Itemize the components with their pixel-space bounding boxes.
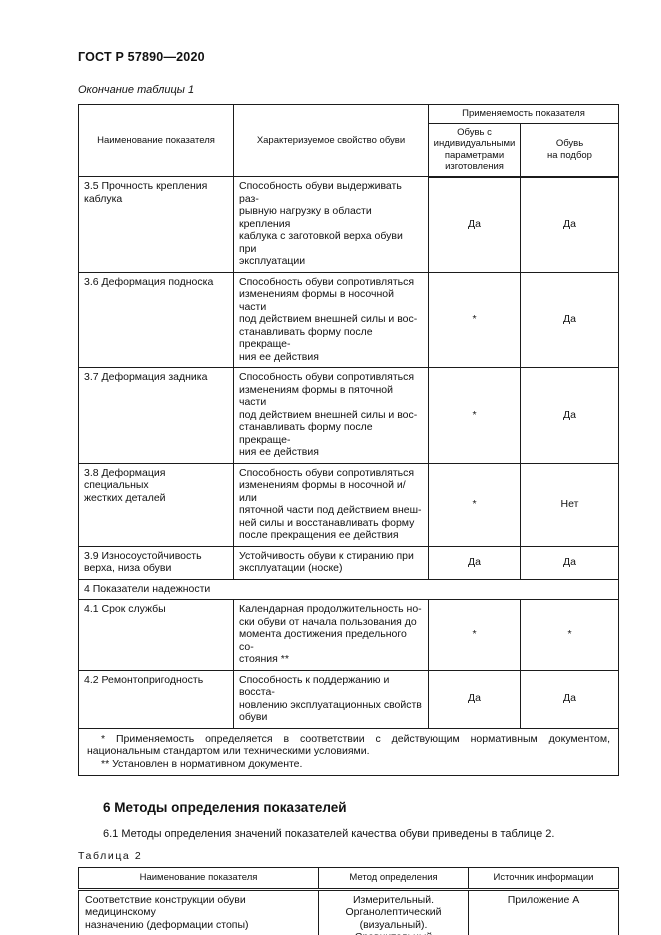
table1-header-individual: Обувь с индивидуальными параметрами изго… xyxy=(428,122,521,178)
table1-header-name: Наименование показателя xyxy=(78,104,234,177)
row-source-cell: Приложение А xyxy=(468,888,619,935)
row-property-cell: Способность обуви сопротивляться изменен… xyxy=(233,271,429,368)
section-row: 4 Показатели надежности xyxy=(78,578,619,600)
table2-header-method: Метод определения xyxy=(318,867,469,891)
row-property-cell: Способность к поддержанию и восста- новл… xyxy=(233,669,429,729)
table2: Наименование показателя Метод определени… xyxy=(78,867,619,935)
row-property-cell: Способность обуви сопротивляться изменен… xyxy=(233,367,429,464)
table-row: 4.2 Ремонтопригодность Способность к под… xyxy=(78,669,619,729)
page-content: ГОСТ Р 57890—2020 Окончание таблицы 1 На… xyxy=(78,0,619,935)
table-row: 3.9 Износоустойчивость верха, низа обуви… xyxy=(78,545,619,580)
row-selection-cell: Да xyxy=(520,271,619,368)
row-name-cell: 4.1 Срок службы xyxy=(78,599,234,671)
row-individual-cell: Да xyxy=(428,669,521,729)
table1-header-selection: Обувь на подбор xyxy=(520,122,619,178)
row-name-cell: 3.6 Деформация подноска xyxy=(78,271,234,368)
row-selection-cell: Да xyxy=(520,545,619,580)
row-name-cell: 4.2 Ремонтопригодность xyxy=(78,669,234,729)
section-row-label: 4 Показатели надежности xyxy=(78,578,619,600)
table2-header-row: Наименование показателя Метод определени… xyxy=(78,867,619,891)
table2-header-source: Источник информации xyxy=(468,867,619,891)
section-6-title: 6 Методы определения показателей xyxy=(103,800,347,815)
row-name-cell: 3.7 Деформация задника xyxy=(78,367,234,464)
row-selection-cell: * xyxy=(520,599,619,671)
table-row: 3.6 Деформация подноска Способность обув… xyxy=(78,271,619,368)
row-name-cell: 3.8 Деформация специальных жестких детал… xyxy=(78,462,234,547)
row-property-cell: Способность обуви сопротивляться изменен… xyxy=(233,462,429,547)
row-method-cell: Измерительный. Органолептический (визуал… xyxy=(318,888,469,935)
row-individual-cell: * xyxy=(428,599,521,671)
table-row: 3.7 Деформация задника Способность обуви… xyxy=(78,367,619,464)
table-row: 3.5 Прочность крепления каблука Способно… xyxy=(78,176,619,273)
table1-header-row-2: Обувь с индивидуальными параметрами изго… xyxy=(79,122,619,178)
row-selection-cell: Да xyxy=(520,367,619,464)
footnote-row: * Применяемость определяется в соответст… xyxy=(78,727,619,776)
table1-header-property: Характеризуемое свойство обуви xyxy=(233,104,429,177)
table1: Наименование показателя Характеризуемое … xyxy=(78,104,619,776)
row-individual-cell: * xyxy=(428,367,521,464)
table2-header-name: Наименование показателя xyxy=(78,867,319,891)
row-selection-cell: Да xyxy=(520,176,619,273)
row-name-cell: Соответствие конструкции обуви медицинск… xyxy=(78,888,319,935)
row-selection-cell: Нет xyxy=(520,462,619,547)
footnote-double-asterisk: ** Установлен в нормативном документе. xyxy=(101,757,303,770)
table1-caption: Окончание таблицы 1 xyxy=(78,84,195,96)
row-selection-cell: Да xyxy=(520,669,619,729)
table1-header-applicability: Применяемость показателя xyxy=(428,104,619,124)
row-individual-cell: * xyxy=(428,271,521,368)
table1-header-row-1: Наименование показателя Характеризуемое … xyxy=(78,104,619,177)
row-property-cell: Устойчивость обуви к стиранию при эксплу… xyxy=(233,545,429,580)
row-individual-cell: * xyxy=(428,462,521,547)
doc-code: ГОСТ Р 57890—2020 xyxy=(78,50,205,64)
row-property-cell: Календарная продолжительность но- ски об… xyxy=(233,599,429,671)
row-individual-cell: Да xyxy=(428,545,521,580)
table2-caption: Таблица 2 xyxy=(78,850,143,862)
table-row: 4.1 Срок службы Календарная продолжитель… xyxy=(78,599,619,671)
footnote-asterisk: * Применяемость определяется в соответст… xyxy=(87,732,610,758)
table-row: Соответствие конструкции обуви медицинск… xyxy=(78,888,619,935)
footnote-cell: * Применяемость определяется в соответст… xyxy=(78,727,619,776)
row-property-cell: Способность обуви выдерживать раз- рывну… xyxy=(233,176,429,273)
row-name-cell: 3.5 Прочность крепления каблука xyxy=(78,176,234,273)
table-row: 3.8 Деформация специальных жестких детал… xyxy=(78,462,619,547)
row-name-cell: 3.9 Износоустойчивость верха, низа обуви xyxy=(78,545,234,580)
row-individual-cell: Да xyxy=(428,176,521,273)
section-6-1-paragraph: 6.1 Методы определения значений показате… xyxy=(103,828,555,840)
